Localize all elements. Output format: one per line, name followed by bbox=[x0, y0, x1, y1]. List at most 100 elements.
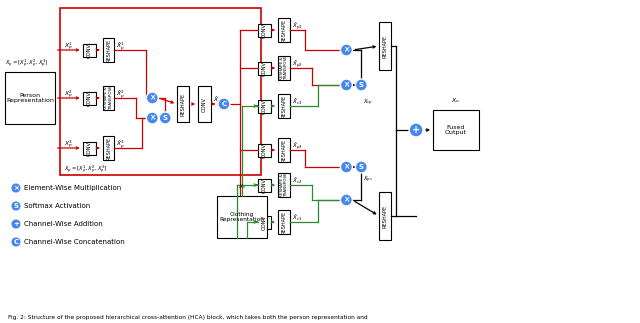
Text: CONV: CONV bbox=[262, 215, 267, 230]
FancyBboxPatch shape bbox=[258, 179, 271, 192]
Circle shape bbox=[11, 183, 21, 193]
Text: CONV: CONV bbox=[262, 99, 267, 114]
FancyBboxPatch shape bbox=[83, 44, 95, 57]
Text: RESHAPE &
TRANSPOSE: RESHAPE & TRANSPOSE bbox=[280, 56, 288, 80]
FancyBboxPatch shape bbox=[102, 38, 115, 62]
Circle shape bbox=[340, 44, 353, 56]
Text: ×: × bbox=[343, 195, 349, 204]
Circle shape bbox=[11, 201, 21, 211]
FancyBboxPatch shape bbox=[83, 142, 95, 155]
Text: CONV: CONV bbox=[86, 43, 92, 58]
FancyBboxPatch shape bbox=[433, 110, 479, 150]
FancyBboxPatch shape bbox=[83, 92, 95, 105]
Text: Fig. 2: Structure of the proposed hierarchical cross-attention (HCA) block, whic: Fig. 2: Structure of the proposed hierar… bbox=[8, 315, 367, 320]
Text: ×: × bbox=[343, 80, 349, 89]
Text: $\hat{X}_{c2}$: $\hat{X}_{c2}$ bbox=[292, 175, 302, 186]
Circle shape bbox=[147, 112, 158, 124]
FancyBboxPatch shape bbox=[258, 24, 271, 37]
Text: S: S bbox=[13, 203, 19, 209]
Text: $X_o$: $X_o$ bbox=[451, 96, 460, 105]
FancyBboxPatch shape bbox=[278, 138, 290, 162]
FancyBboxPatch shape bbox=[258, 100, 271, 113]
Text: Channel-Wise Addition: Channel-Wise Addition bbox=[24, 221, 102, 227]
Text: Channel-Wise Concatenation: Channel-Wise Concatenation bbox=[24, 239, 125, 245]
Text: C: C bbox=[221, 101, 227, 107]
Text: RESHAPE &
TRANSPOSE: RESHAPE & TRANSPOSE bbox=[280, 172, 288, 197]
FancyBboxPatch shape bbox=[198, 86, 211, 122]
Circle shape bbox=[340, 194, 353, 206]
Circle shape bbox=[340, 161, 353, 173]
Text: RESHAPE &
TRANSPOSE: RESHAPE & TRANSPOSE bbox=[104, 86, 113, 110]
Text: $\hat{X}_{p2}$: $\hat{X}_{p2}$ bbox=[292, 58, 302, 70]
Text: RESHAPE: RESHAPE bbox=[106, 38, 111, 62]
FancyBboxPatch shape bbox=[258, 144, 271, 157]
FancyBboxPatch shape bbox=[278, 18, 290, 42]
Text: $\hat{X}_{c3}$: $\hat{X}_{c3}$ bbox=[292, 96, 302, 107]
Circle shape bbox=[147, 92, 158, 104]
Text: CONV: CONV bbox=[86, 141, 92, 156]
FancyBboxPatch shape bbox=[278, 210, 290, 234]
FancyBboxPatch shape bbox=[177, 86, 189, 122]
Text: ×: × bbox=[149, 93, 156, 102]
Text: CONV: CONV bbox=[262, 23, 267, 38]
Text: $\hat{X}_p^2$: $\hat{X}_p^2$ bbox=[116, 88, 125, 100]
Circle shape bbox=[218, 98, 230, 110]
FancyBboxPatch shape bbox=[278, 94, 290, 118]
Text: $\hat{X}_{c1}$: $\hat{X}_{c1}$ bbox=[292, 212, 302, 223]
Text: $X_p^3$: $X_p^3$ bbox=[64, 139, 72, 151]
Text: $X_p=[X_p^1, X_p^2, X_p^3]$: $X_p=[X_p^1, X_p^2, X_p^3]$ bbox=[5, 57, 48, 70]
Text: ×: × bbox=[343, 46, 349, 55]
Text: S: S bbox=[359, 164, 364, 170]
Text: Element-Wise Multiplication: Element-Wise Multiplication bbox=[24, 185, 121, 191]
Circle shape bbox=[355, 79, 367, 91]
Text: RESHAPE: RESHAPE bbox=[180, 92, 186, 116]
FancyBboxPatch shape bbox=[102, 136, 115, 160]
FancyBboxPatch shape bbox=[380, 22, 391, 70]
Text: $\hat{X}_p^1$: $\hat{X}_p^1$ bbox=[116, 40, 125, 53]
Text: $X_{cp}$: $X_{cp}$ bbox=[364, 98, 373, 108]
FancyBboxPatch shape bbox=[278, 56, 290, 80]
Text: RESHAPE: RESHAPE bbox=[383, 204, 388, 228]
FancyBboxPatch shape bbox=[278, 173, 290, 197]
Text: CONV: CONV bbox=[202, 97, 207, 111]
Text: $X_p^1$: $X_p^1$ bbox=[64, 41, 72, 53]
Text: RESHAPE: RESHAPE bbox=[281, 139, 286, 162]
Text: RESHAPE: RESHAPE bbox=[383, 35, 388, 57]
Text: $\hat{X}_{p3}$: $\hat{X}_{p3}$ bbox=[292, 140, 302, 152]
Text: $\hat{X}_p$: $\hat{X}_p$ bbox=[213, 94, 222, 106]
Text: C: C bbox=[13, 239, 19, 245]
Text: Softmax Activation: Softmax Activation bbox=[24, 203, 90, 209]
FancyBboxPatch shape bbox=[380, 192, 391, 240]
Text: CONV: CONV bbox=[262, 178, 267, 193]
Circle shape bbox=[159, 112, 172, 124]
Circle shape bbox=[340, 79, 353, 91]
Circle shape bbox=[11, 237, 21, 247]
Text: RESHAPE: RESHAPE bbox=[281, 18, 286, 42]
Text: $X_p^2$: $X_p^2$ bbox=[64, 89, 72, 101]
Text: RESHAPE: RESHAPE bbox=[106, 136, 111, 160]
Circle shape bbox=[355, 161, 367, 173]
Text: Person
Representation: Person Representation bbox=[6, 93, 54, 103]
Text: ×: × bbox=[343, 162, 349, 172]
FancyBboxPatch shape bbox=[258, 62, 271, 75]
Text: ×: × bbox=[13, 185, 19, 191]
Text: RESHAPE: RESHAPE bbox=[281, 211, 286, 234]
Text: S: S bbox=[359, 82, 364, 88]
Text: CONV: CONV bbox=[262, 61, 267, 76]
FancyBboxPatch shape bbox=[217, 196, 267, 238]
Text: Clothing
Representation: Clothing Representation bbox=[220, 212, 264, 222]
Text: $X_p=[X_p^1, X_p^2, X_p^3]$: $X_p=[X_p^1, X_p^2, X_p^3]$ bbox=[64, 164, 107, 176]
Text: Fused
Output: Fused Output bbox=[445, 125, 467, 135]
Text: CONV: CONV bbox=[262, 143, 267, 158]
FancyBboxPatch shape bbox=[5, 72, 55, 124]
FancyBboxPatch shape bbox=[102, 86, 115, 110]
Text: +: + bbox=[13, 221, 19, 227]
Text: $X_{pc}$: $X_{pc}$ bbox=[364, 175, 374, 185]
FancyBboxPatch shape bbox=[258, 216, 271, 229]
Text: +: + bbox=[412, 125, 420, 135]
Text: RESHAPE: RESHAPE bbox=[281, 94, 286, 118]
Text: S: S bbox=[163, 115, 168, 121]
Text: $X_c$: $X_c$ bbox=[237, 182, 246, 191]
Circle shape bbox=[409, 123, 423, 137]
Text: $\hat{X}_{p1}$: $\hat{X}_{p1}$ bbox=[292, 20, 302, 32]
